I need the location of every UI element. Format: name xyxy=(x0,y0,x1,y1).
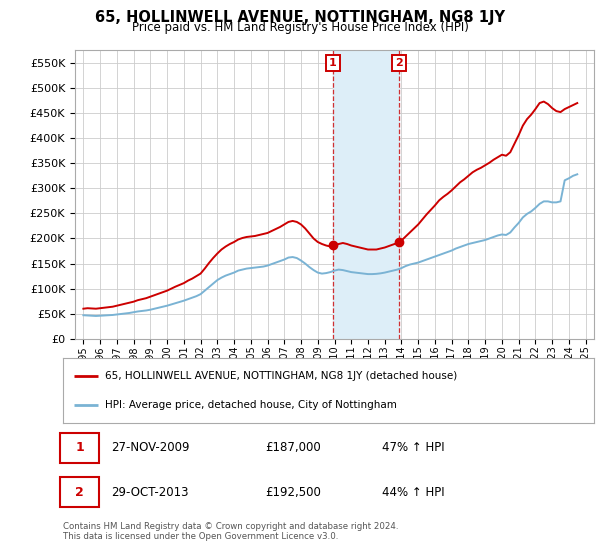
Text: £192,500: £192,500 xyxy=(265,486,320,498)
Text: 47% ↑ HPI: 47% ↑ HPI xyxy=(382,441,444,454)
Text: 65, HOLLINWELL AVENUE, NOTTINGHAM, NG8 1JY: 65, HOLLINWELL AVENUE, NOTTINGHAM, NG8 1… xyxy=(95,10,505,25)
FancyBboxPatch shape xyxy=(61,477,98,507)
Text: 2: 2 xyxy=(75,486,84,498)
Text: 1: 1 xyxy=(329,58,337,68)
Text: 44% ↑ HPI: 44% ↑ HPI xyxy=(382,486,444,498)
Text: 65, HOLLINWELL AVENUE, NOTTINGHAM, NG8 1JY (detached house): 65, HOLLINWELL AVENUE, NOTTINGHAM, NG8 1… xyxy=(106,371,458,381)
Text: HPI: Average price, detached house, City of Nottingham: HPI: Average price, detached house, City… xyxy=(106,400,397,410)
Text: 1: 1 xyxy=(75,441,84,454)
Text: £187,000: £187,000 xyxy=(265,441,320,454)
Bar xyxy=(333,50,398,339)
Text: 2: 2 xyxy=(395,58,403,68)
Text: 27-NOV-2009: 27-NOV-2009 xyxy=(111,441,189,454)
Text: 29-OCT-2013: 29-OCT-2013 xyxy=(111,486,188,498)
FancyBboxPatch shape xyxy=(61,433,98,463)
Text: Contains HM Land Registry data © Crown copyright and database right 2024.
This d: Contains HM Land Registry data © Crown c… xyxy=(63,522,398,542)
Text: Price paid vs. HM Land Registry's House Price Index (HPI): Price paid vs. HM Land Registry's House … xyxy=(131,21,469,34)
